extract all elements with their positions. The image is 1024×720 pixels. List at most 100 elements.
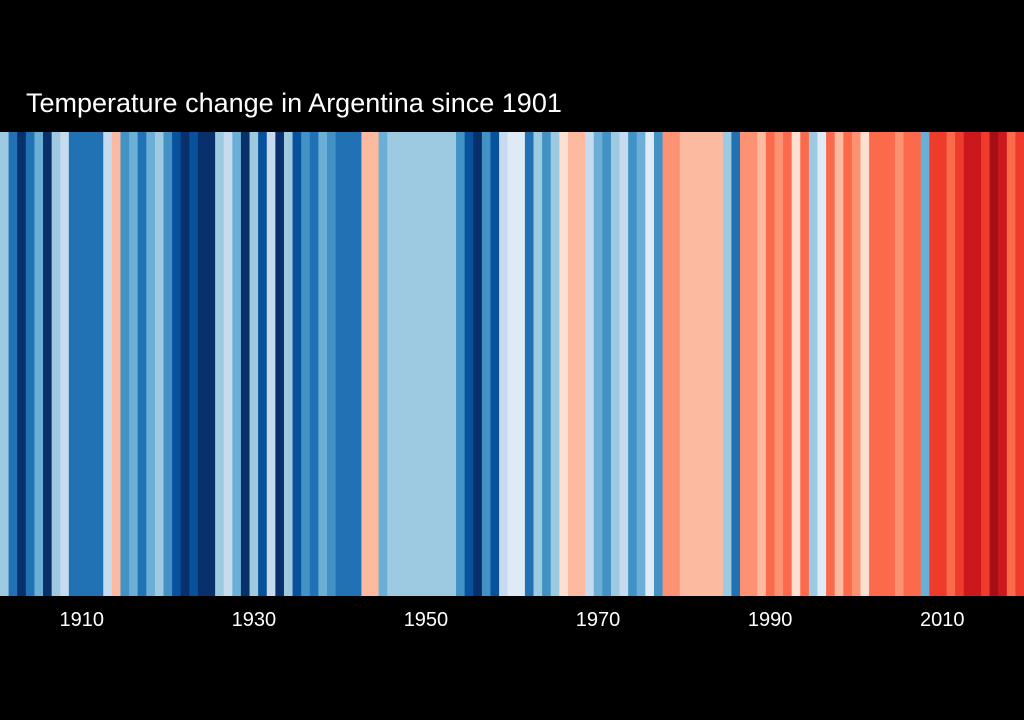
stripe-1961 [516,132,526,596]
stripe-1977 [653,132,664,596]
stripe-1902 [8,132,18,596]
stripe-1954 [456,132,466,596]
stripe-1963 [533,132,543,596]
stripe-1995 [808,132,819,596]
stripe-2015 [980,132,991,596]
stripe-2019 [1015,132,1024,596]
stripe-1962 [524,132,535,596]
stripe-1959 [499,132,509,596]
stripes-group [0,132,1024,596]
stripe-1907 [51,132,61,596]
stripe-1956 [473,132,483,596]
x-tick-label-1930: 1930 [232,609,277,631]
stripe-2001 [860,132,870,596]
stripe-1939 [326,132,337,596]
stripe-1944 [370,132,380,596]
stripe-1978 [662,132,672,596]
stripe-1928 [232,132,242,596]
stripe-1958 [490,132,500,596]
stripe-1931 [258,132,268,596]
stripe-2003 [877,132,887,596]
stripe-1906 [43,132,53,596]
stripe-1974 [628,132,638,596]
stripe-1998 [834,132,844,596]
stripe-2007 [912,132,922,596]
stripe-1938 [318,132,328,596]
stripe-1913 [103,132,113,596]
stripe-1951 [430,132,440,596]
stripe-1903 [17,132,27,596]
stripe-1964 [542,132,552,596]
stripe-2005 [894,132,905,596]
stripe-1910 [77,132,87,596]
stripe-1909 [68,132,79,596]
stripe-1957 [481,132,492,596]
stripe-1986 [731,132,741,596]
stripe-2009 [929,132,939,596]
stripe-1934 [283,132,294,596]
stripe-1940 [335,132,345,596]
stripe-1988 [748,132,758,596]
stripe-1925 [206,132,216,596]
stripe-1945 [378,132,388,596]
stripe-2002 [869,132,879,596]
stripe-1937 [309,132,319,596]
stripe-1960 [507,132,517,596]
stripe-2006 [903,132,913,596]
stripe-1966 [559,132,569,596]
stripe-1972 [610,132,621,596]
stripe-1953 [447,132,457,596]
chart-title: Temperature change in Argentina since 19… [26,88,562,118]
stripe-2008 [920,132,930,596]
stripe-1969 [585,132,595,596]
stripe-1912 [94,132,104,596]
x-tick-label-1950: 1950 [404,609,449,631]
stripe-2011 [946,132,956,596]
stripe-1980 [679,132,690,596]
stripe-1917 [137,132,147,596]
stripe-1936 [301,132,311,596]
stripe-1975 [636,132,646,596]
x-tick-label-1910: 1910 [60,609,105,631]
stripe-1949 [413,132,423,596]
stripe-1983 [705,132,715,596]
x-tick-label-1990: 1990 [748,609,793,631]
stripe-1950 [421,132,431,596]
stripe-1985 [722,132,733,596]
stripe-2010 [937,132,948,596]
stripe-2000 [851,132,862,596]
stripe-1920 [163,132,173,596]
stripe-1992 [783,132,793,596]
stripe-1971 [602,132,612,596]
stripe-2016 [989,132,999,596]
stripe-1929 [240,132,251,596]
stripe-1981 [688,132,698,596]
stripe-1915 [120,132,130,596]
x-axis-ticks: 1910 1930 1950 1970 1990 2010 [60,609,965,631]
stripe-2013 [963,132,973,596]
stripe-1970 [593,132,603,596]
stripe-1947 [395,132,406,596]
stripe-1916 [129,132,139,596]
stripe-1991 [774,132,784,596]
stripe-1987 [740,132,750,596]
stripe-1968 [576,132,586,596]
stripe-1904 [25,132,36,596]
stripe-1911 [86,132,96,596]
x-tick-label-2010: 2010 [920,609,965,631]
stripe-1918 [146,132,156,596]
stripe-1932 [266,132,276,596]
stripe-1921 [172,132,182,596]
stripe-1901 [0,132,10,596]
stripe-1943 [361,132,371,596]
stripe-1979 [671,132,681,596]
stripe-1996 [817,132,827,596]
stripe-1946 [387,132,397,596]
stripe-1927 [223,132,233,596]
stripe-1905 [34,132,44,596]
stripe-1930 [249,132,259,596]
stripe-1914 [111,132,122,596]
stripe-1976 [645,132,655,596]
stripe-1922 [180,132,190,596]
stripe-1924 [197,132,208,596]
